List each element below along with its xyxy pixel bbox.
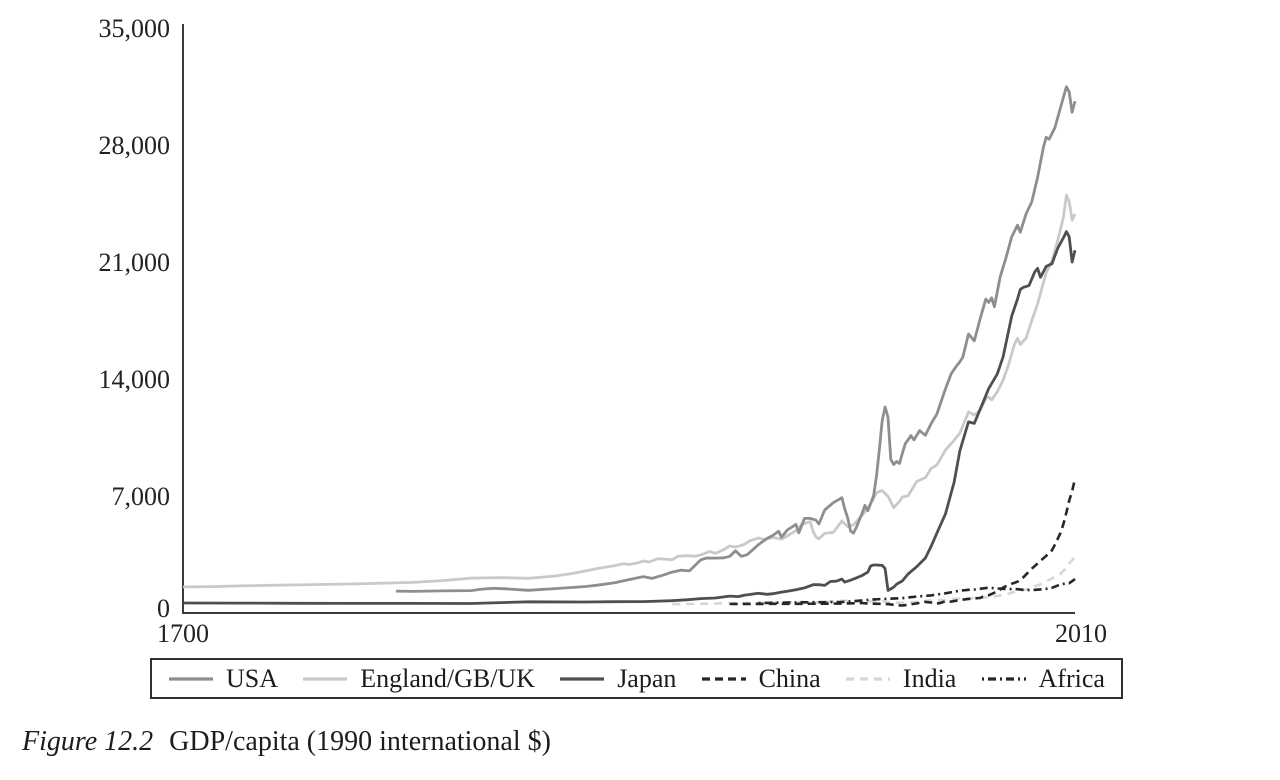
series-line-china: [729, 478, 1077, 607]
legend-line-swatch-india: [845, 676, 890, 681]
y-tick-label: 35,000: [99, 14, 171, 43]
legend-label-africa: Africa: [1038, 663, 1105, 693]
legend-item-india: India: [845, 663, 957, 693]
series-line-japan: [182, 230, 1077, 605]
legend-item-japan: Japan: [559, 663, 677, 693]
legend-label-japan: Japan: [617, 663, 677, 693]
legend-item-china: China: [701, 663, 821, 693]
legend-line-swatch-japan: [560, 676, 605, 681]
legend-line-swatch-england-gb-uk: [303, 676, 348, 681]
legend-item-england-gb-uk: England/GB/UK: [302, 663, 535, 693]
figure-number: Figure 12.2: [22, 726, 154, 757]
y-tick-label: 0: [157, 594, 170, 623]
series-line-england-gb-uk: [182, 193, 1077, 589]
legend-line-swatch-china: [701, 676, 746, 681]
series-line-usa: [395, 85, 1077, 593]
legend-item-usa: USA: [168, 663, 279, 693]
x-tick-label: 1700: [157, 619, 209, 648]
figure-caption: Figure 12.2 GDP/capita (1990 internationa…: [22, 726, 551, 758]
chart-legend: USA England/GB/UK Japan China India Africa: [150, 658, 1123, 699]
legend-line-swatch-africa: [981, 676, 1026, 681]
legend-label-usa: USA: [226, 663, 279, 693]
legend-item-africa: Africa: [981, 663, 1105, 693]
gdp-line-chart: 0 7,000 14,000 21,000 28,000 35,000 1700 2010: [99, 14, 1108, 648]
y-tick-label: 28,000: [99, 131, 171, 160]
legend-label-england-gb-uk: England/GB/UK: [360, 663, 535, 693]
y-tick-label: 14,000: [99, 365, 171, 394]
y-tick-label: 21,000: [99, 248, 171, 277]
legend-label-china: China: [758, 663, 821, 693]
caption-text: GDP/capita (1990 international $): [169, 726, 551, 757]
legend-label-india: India: [902, 663, 957, 693]
legend-line-swatch-usa: [169, 676, 213, 681]
series-line-africa: [758, 578, 1076, 605]
x-tick-label: 2010: [1055, 619, 1107, 648]
y-tick-label: 7,000: [112, 482, 171, 511]
